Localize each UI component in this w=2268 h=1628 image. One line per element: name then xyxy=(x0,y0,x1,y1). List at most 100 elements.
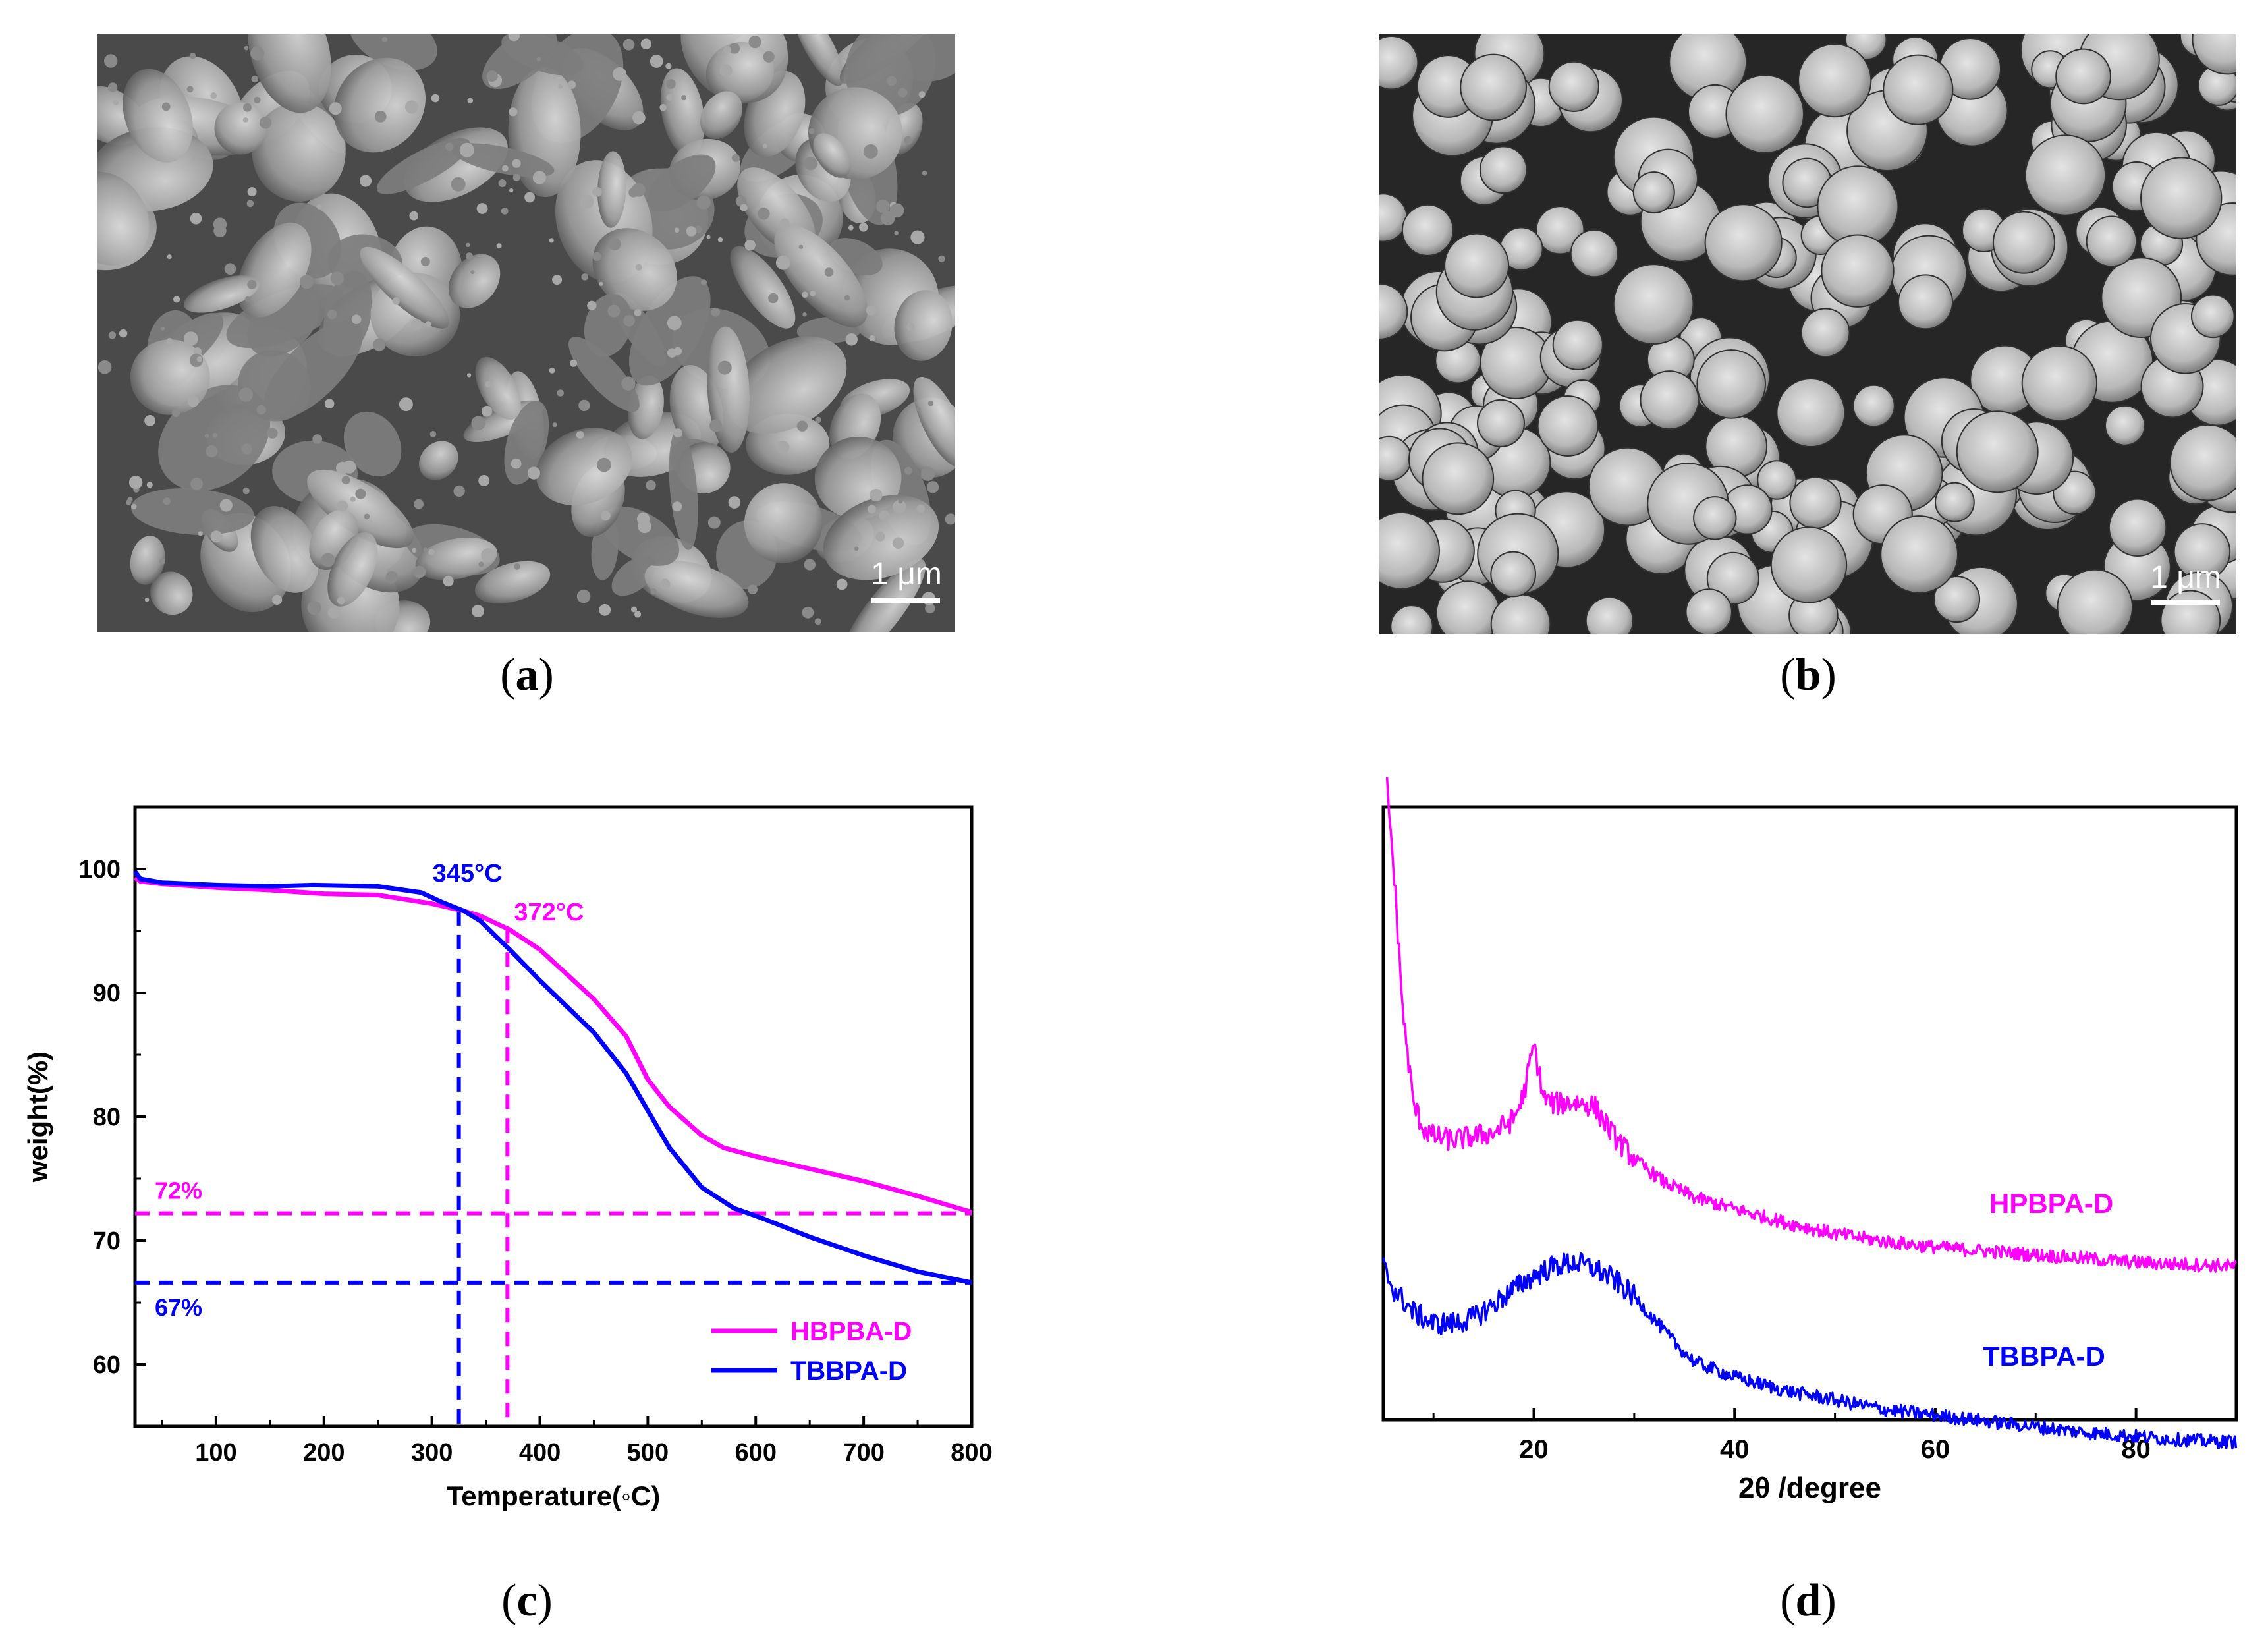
sphere-particle xyxy=(1757,460,1797,500)
fine-particle xyxy=(409,211,419,221)
fine-particle xyxy=(904,466,912,475)
fine-particle xyxy=(206,445,218,458)
particle xyxy=(601,506,679,566)
fine-particle xyxy=(549,368,555,374)
fine-particle xyxy=(640,38,652,49)
series-line-tbbpa-d xyxy=(133,870,972,1285)
fine-particle xyxy=(161,326,165,331)
fine-particle xyxy=(580,194,594,209)
fine-particle xyxy=(509,188,514,193)
fine-particle xyxy=(887,76,897,86)
particle xyxy=(333,57,426,153)
fine-particle xyxy=(364,513,370,520)
fine-particle xyxy=(667,316,682,331)
sphere-particle xyxy=(2108,498,2167,557)
fine-particle xyxy=(904,136,912,145)
fine-particle xyxy=(425,321,431,327)
fine-particle xyxy=(845,333,858,346)
particle xyxy=(184,275,260,313)
sphere-particle xyxy=(1444,233,1510,298)
sphere-particle xyxy=(1696,349,1767,419)
fine-particle xyxy=(193,347,202,356)
x-tick-label: 20 xyxy=(1519,1435,1549,1464)
sphere-particle xyxy=(1379,283,1408,340)
fine-particle xyxy=(486,70,498,82)
sphere-particle xyxy=(1490,551,1537,598)
sphere-particle xyxy=(1379,36,1419,90)
sphere-particle xyxy=(1537,395,1599,457)
sphere-particle xyxy=(1379,511,1440,590)
fine-particle xyxy=(198,531,203,536)
particle xyxy=(842,559,926,632)
fine-particle xyxy=(889,203,904,218)
fine-particle xyxy=(247,187,257,197)
fine-particle xyxy=(501,207,509,215)
fine-particle xyxy=(183,331,198,346)
fine-particle xyxy=(373,338,386,351)
fine-particle xyxy=(848,225,854,231)
x-tick-label: 300 xyxy=(411,1439,453,1467)
fine-particle xyxy=(341,476,350,485)
caption-a: (a) xyxy=(500,650,554,700)
particle xyxy=(568,337,640,412)
fine-particle xyxy=(299,275,314,289)
fine-particle xyxy=(451,177,466,192)
sphere-particle xyxy=(1852,384,1895,428)
fine-particle xyxy=(508,34,520,42)
caption-b: (b) xyxy=(1780,650,1837,700)
fine-particle xyxy=(802,312,807,317)
fine-particle xyxy=(926,481,939,493)
particle xyxy=(248,34,331,113)
fine-particle xyxy=(159,558,166,565)
series-label: HPBPA-D xyxy=(1989,1188,2113,1219)
fine-particle xyxy=(428,549,435,555)
fine-particle xyxy=(650,55,663,68)
fine-particle xyxy=(552,422,557,428)
fine-particle xyxy=(316,204,322,210)
scale-bar xyxy=(871,598,940,603)
fine-particle xyxy=(748,584,758,595)
plot-frame xyxy=(1381,805,2238,1422)
fine-particle xyxy=(581,273,589,281)
particle xyxy=(597,151,626,228)
fine-particle xyxy=(898,88,908,98)
fine-particle xyxy=(592,252,601,261)
fine-particle xyxy=(443,576,454,587)
fine-particle xyxy=(694,225,702,233)
fine-particle xyxy=(144,597,150,602)
sphere-particle xyxy=(1535,206,1585,255)
fine-particle xyxy=(244,296,251,302)
fine-particle xyxy=(204,434,209,438)
fine-particle xyxy=(824,267,834,277)
sphere-particle xyxy=(1422,442,1495,515)
sphere-particle xyxy=(1390,605,1433,634)
fine-particle xyxy=(128,475,143,490)
fine-particle xyxy=(190,477,203,490)
particle xyxy=(475,561,551,604)
fine-particle xyxy=(337,500,348,512)
fine-particle xyxy=(665,79,676,89)
fine-particle xyxy=(481,548,495,563)
fine-particle xyxy=(863,144,878,159)
series-line-hbpba-d xyxy=(134,876,973,1215)
sphere-particle xyxy=(1776,378,1846,447)
particle xyxy=(913,376,955,468)
fine-particle xyxy=(599,281,603,286)
fine-particle xyxy=(567,80,576,89)
annotation-72: 72% xyxy=(155,1177,202,1204)
fine-particle xyxy=(250,46,265,61)
fine-particle xyxy=(763,144,767,148)
fine-particle xyxy=(312,434,323,444)
fine-particle xyxy=(608,237,621,250)
fine-particle xyxy=(920,466,935,481)
sem-particles xyxy=(1379,34,2236,634)
particle xyxy=(130,536,165,585)
particle xyxy=(813,133,851,178)
sem-image-a: 1 μm xyxy=(97,34,955,632)
x-tick-label: 40 xyxy=(1720,1435,1750,1464)
fine-particle xyxy=(445,142,454,151)
fine-particle xyxy=(532,171,547,184)
fine-particle xyxy=(706,235,711,239)
